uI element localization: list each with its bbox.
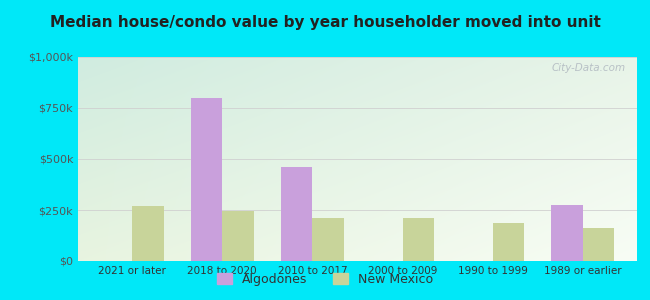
Bar [190,98,222,261]
Bar [313,218,344,261]
Text: Median house/condo value by year householder moved into unit: Median house/condo value by year househo… [49,15,601,30]
Bar [402,218,434,261]
Legend: Algodones, New Mexico: Algodones, New Mexico [213,268,437,291]
Text: City-Data.com: City-Data.com [552,63,626,73]
Bar [132,206,164,261]
Bar [222,211,254,261]
Bar [551,205,583,261]
Bar [583,228,614,261]
Bar [281,167,313,261]
Bar [493,223,525,261]
